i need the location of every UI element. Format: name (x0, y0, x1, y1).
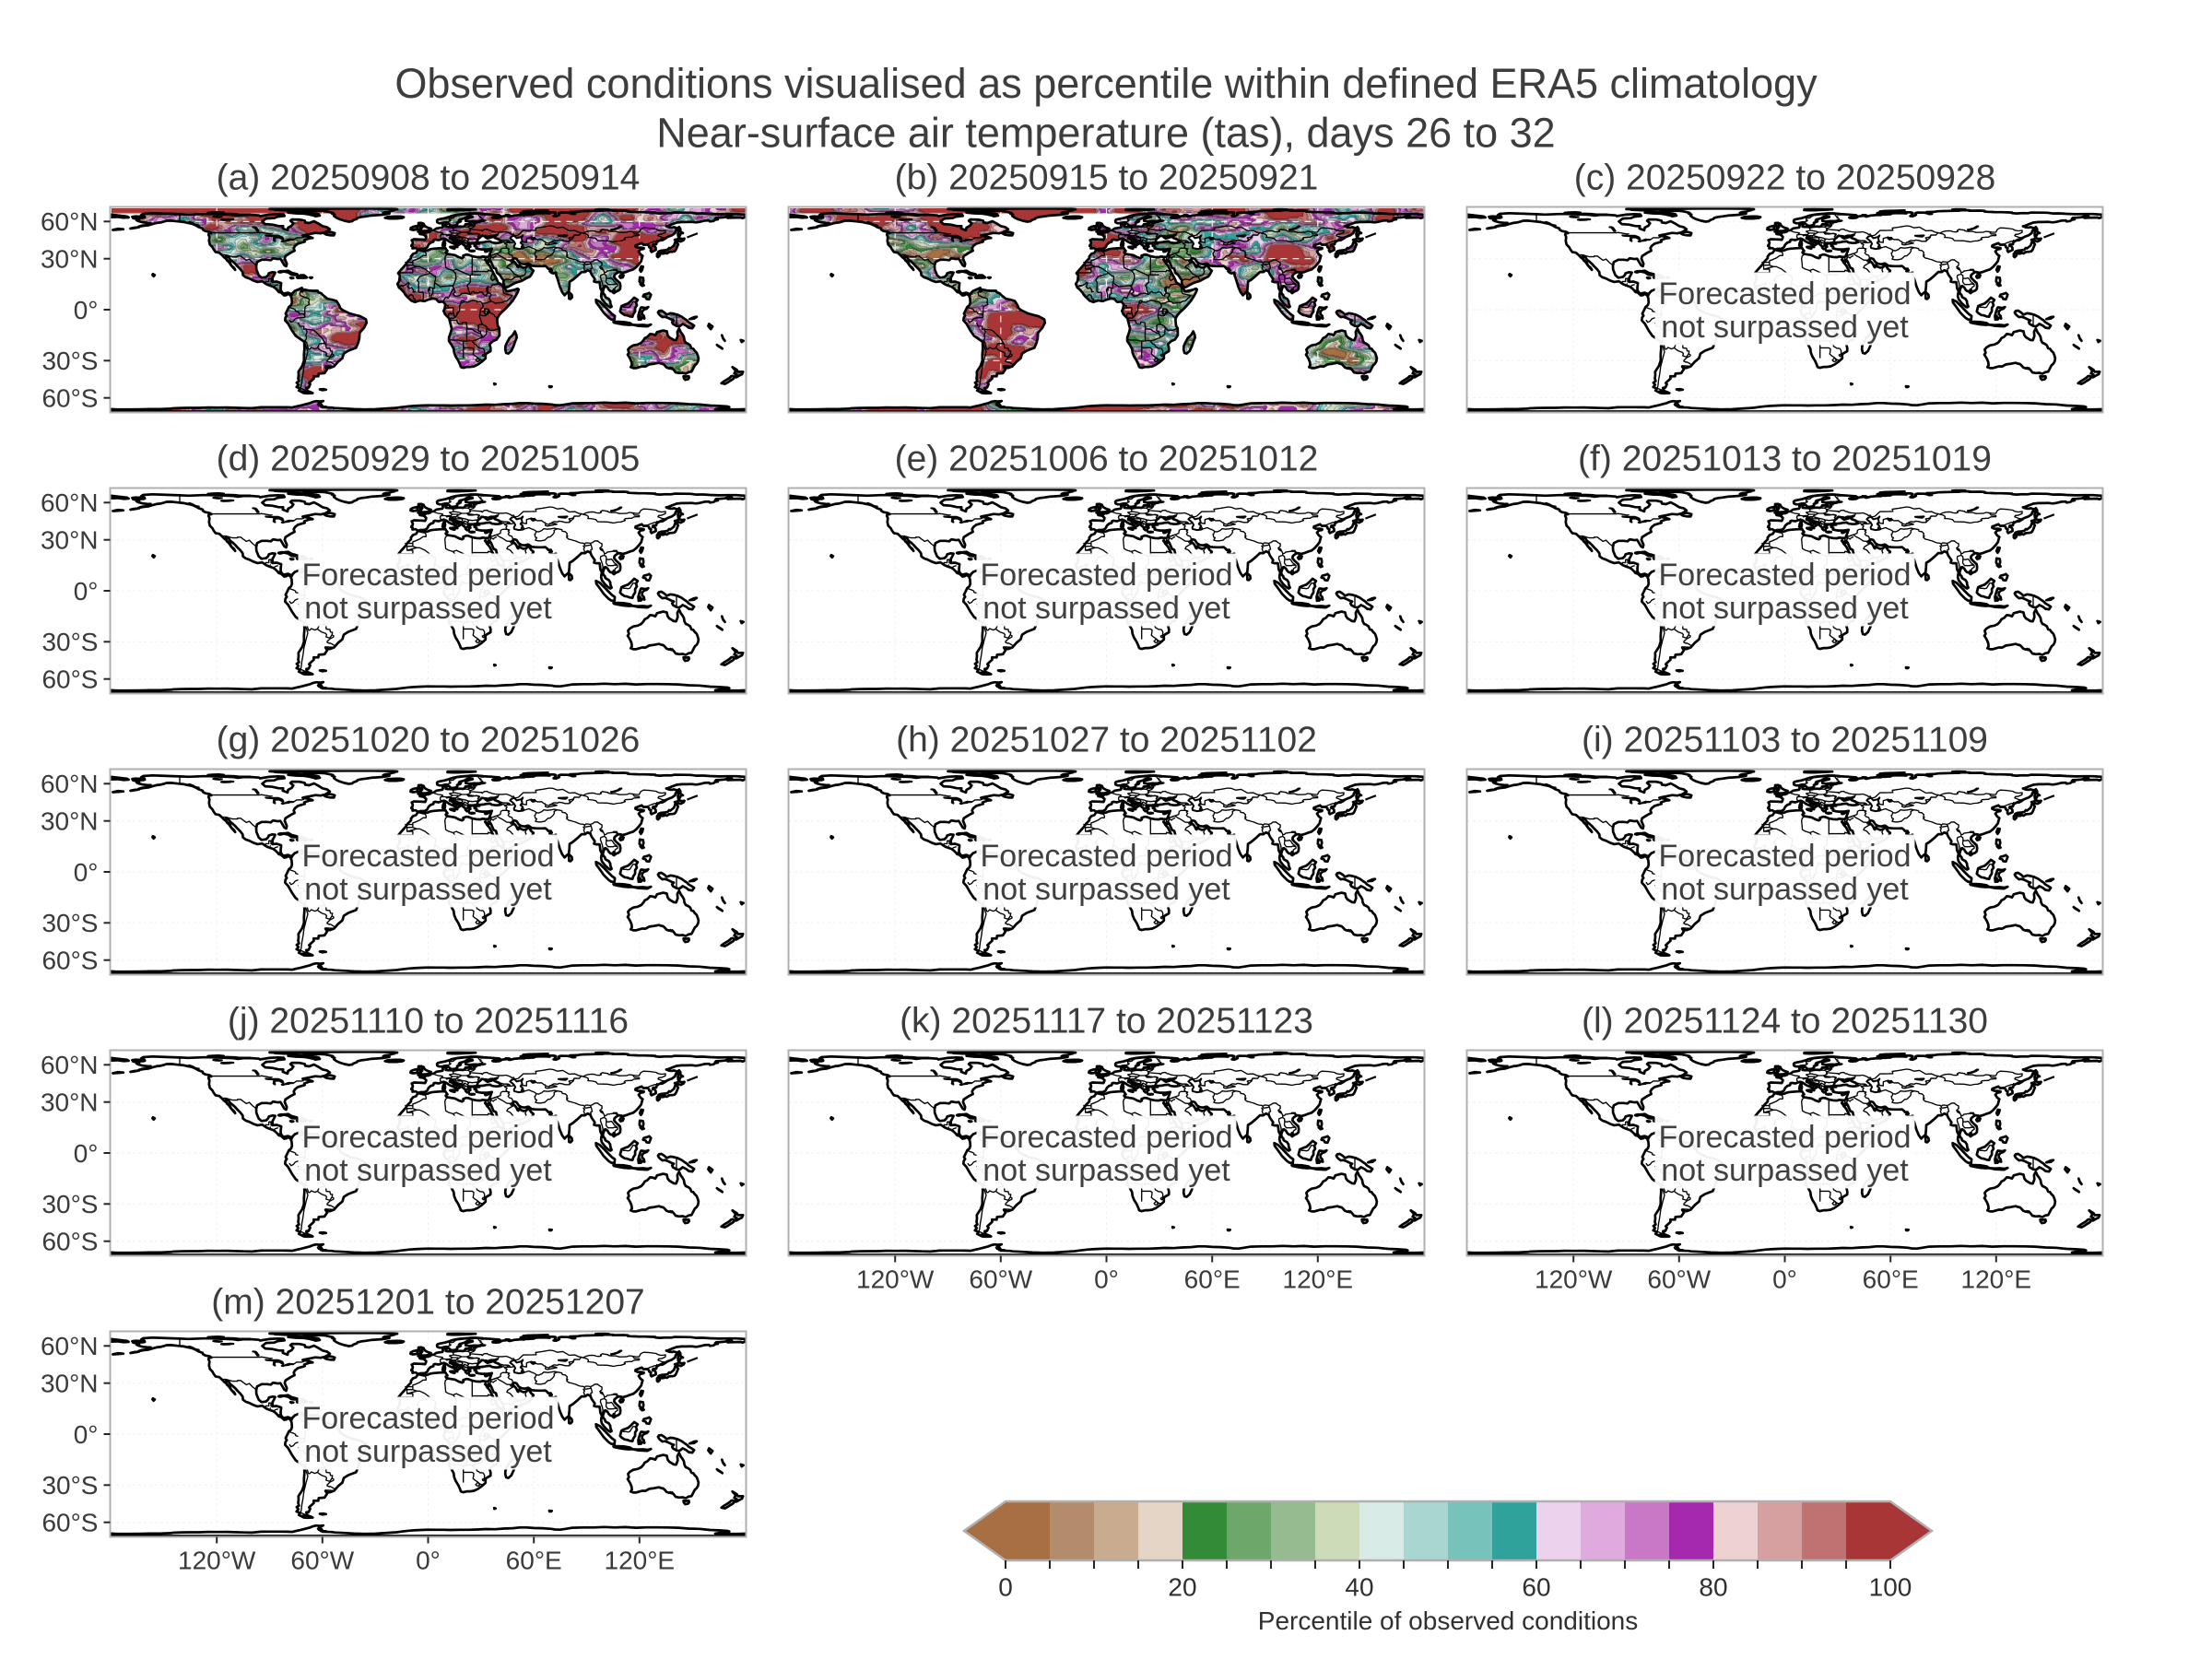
svg-text:60°S: 60°S (41, 384, 98, 413)
svg-text:30°N: 30°N (41, 807, 99, 836)
svg-text:30°N: 30°N (41, 526, 99, 555)
svg-text:(h) 20251027 to 20251102: (h) 20251027 to 20251102 (896, 720, 1317, 759)
svg-text:Percentile of observed conditi: Percentile of observed conditions (1258, 1606, 1638, 1635)
svg-text:120°W: 120°W (178, 1546, 256, 1574)
svg-text:60: 60 (1522, 1572, 1550, 1601)
svg-text:Near-surface air temperature (: Near-surface air temperature (tas), days… (656, 109, 1555, 156)
svg-text:(g) 20251020 to 20251026: (g) 20251020 to 20251026 (217, 720, 641, 759)
svg-text:60°S: 60°S (41, 1228, 98, 1256)
svg-text:(m) 20251201 to 20251207: (m) 20251201 to 20251207 (211, 1282, 645, 1322)
svg-text:30°S: 30°S (41, 628, 98, 656)
svg-text:(b) 20250915 to 20250921: (b) 20250915 to 20250921 (895, 158, 1319, 197)
svg-text:60°S: 60°S (41, 665, 98, 694)
svg-text:20: 20 (1168, 1572, 1196, 1601)
svg-text:0°: 0° (74, 1139, 99, 1168)
svg-text:80: 80 (1699, 1572, 1727, 1601)
svg-text:30°N: 30°N (41, 1370, 99, 1398)
svg-text:(c) 20250922 to 20250928: (c) 20250922 to 20250928 (1574, 158, 1996, 197)
svg-text:(d) 20250929 to 20251005: (d) 20250929 to 20251005 (217, 439, 641, 478)
svg-text:60°W: 60°W (1647, 1265, 1711, 1293)
svg-text:120°E: 120°E (1283, 1265, 1354, 1293)
svg-text:(i) 20251103 to 20251109: (i) 20251103 to 20251109 (1582, 720, 1988, 759)
svg-text:(k) 20251117 to 20251123: (k) 20251117 to 20251123 (900, 1001, 1313, 1041)
svg-text:60°N: 60°N (41, 488, 99, 517)
svg-text:60°S: 60°S (41, 947, 98, 975)
svg-text:60°N: 60°N (41, 207, 99, 236)
svg-text:0: 0 (998, 1572, 1013, 1601)
svg-text:60°N: 60°N (41, 1332, 99, 1360)
svg-text:(f) 20251013 to 20251019: (f) 20251013 to 20251019 (1578, 439, 1992, 478)
svg-text:60°S: 60°S (41, 1509, 98, 1537)
svg-text:30°N: 30°N (41, 1088, 99, 1117)
svg-text:120°W: 120°W (1535, 1265, 1613, 1293)
svg-text:100: 100 (1869, 1572, 1912, 1601)
svg-text:(l) 20251124 to 20251130: (l) 20251124 to 20251130 (1582, 1001, 1988, 1041)
svg-text:60°N: 60°N (41, 1051, 99, 1079)
svg-text:60°E: 60°E (1863, 1265, 1919, 1293)
svg-text:40: 40 (1345, 1572, 1373, 1601)
svg-text:(a) 20250908 to 20250914: (a) 20250908 to 20250914 (217, 158, 641, 197)
svg-text:120°W: 120°W (856, 1265, 935, 1293)
svg-text:(j) 20251110 to 20251116: (j) 20251110 to 20251116 (228, 1001, 629, 1041)
svg-text:60°W: 60°W (290, 1546, 354, 1574)
svg-text:60°N: 60°N (41, 770, 99, 798)
svg-text:0°: 0° (74, 296, 99, 324)
svg-text:0°: 0° (74, 858, 99, 887)
svg-text:0°: 0° (1772, 1265, 1797, 1293)
svg-text:0°: 0° (416, 1546, 441, 1574)
svg-text:0°: 0° (74, 577, 99, 606)
svg-text:30°S: 30°S (41, 1471, 98, 1500)
svg-text:(e) 20251006 to 20251012: (e) 20251006 to 20251012 (895, 439, 1319, 478)
svg-text:0°: 0° (1094, 1265, 1119, 1293)
svg-text:60°E: 60°E (506, 1546, 562, 1574)
svg-text:Observed conditions visualised: Observed conditions visualised as percen… (394, 60, 1818, 107)
svg-text:120°E: 120°E (605, 1546, 676, 1574)
svg-text:0°: 0° (74, 1420, 99, 1449)
svg-text:30°S: 30°S (41, 1190, 98, 1218)
svg-text:60°E: 60°E (1184, 1265, 1241, 1293)
svg-text:30°S: 30°S (41, 347, 98, 375)
svg-text:30°N: 30°N (41, 245, 99, 274)
svg-text:120°E: 120°E (1961, 1265, 2032, 1293)
svg-text:30°S: 30°S (41, 909, 98, 937)
svg-text:60°W: 60°W (969, 1265, 1032, 1293)
